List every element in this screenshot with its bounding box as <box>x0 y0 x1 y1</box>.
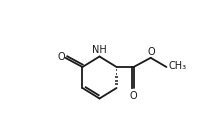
Text: O: O <box>148 46 155 57</box>
Text: CH₃: CH₃ <box>168 61 187 71</box>
Text: O: O <box>57 52 65 62</box>
Text: NH: NH <box>92 44 107 55</box>
Text: O: O <box>130 91 138 101</box>
